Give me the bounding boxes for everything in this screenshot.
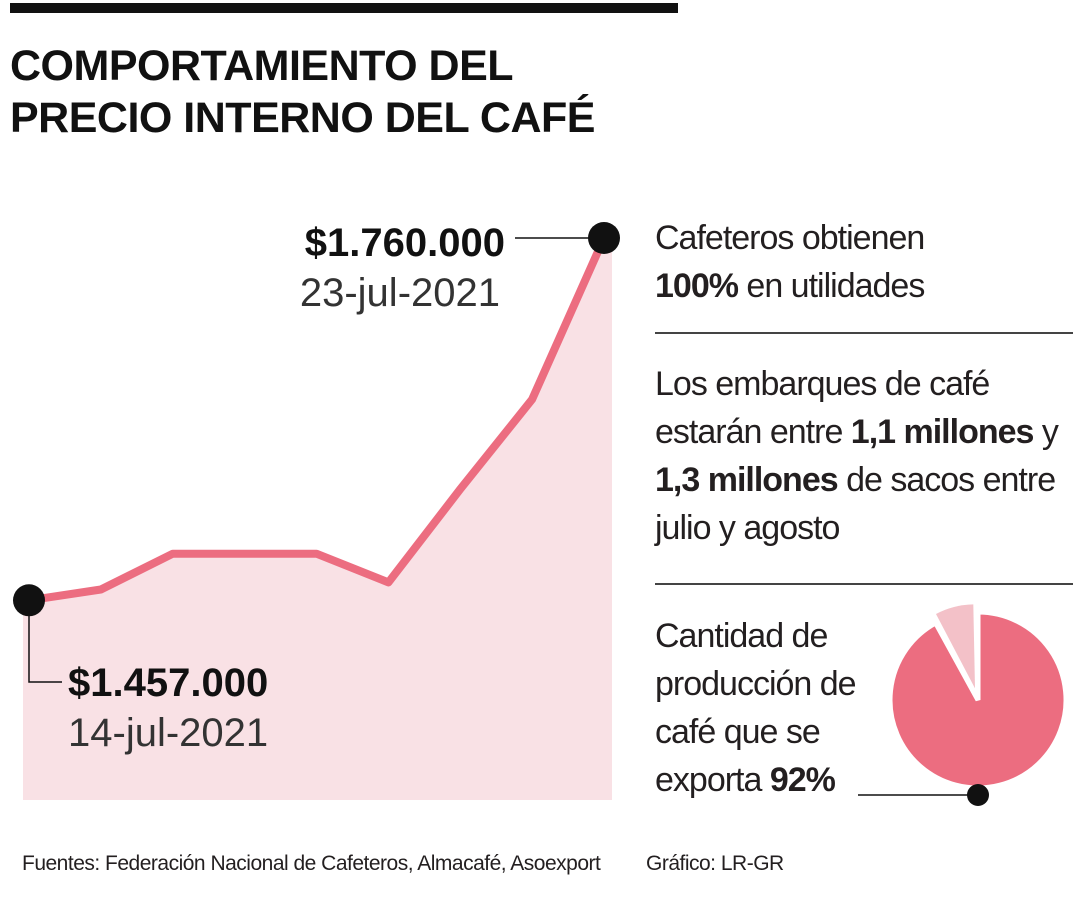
divider-1 (655, 332, 1073, 334)
fact3-text: Cantidad de producción de café que se ex… (655, 617, 857, 799)
fact2-value-1: 1,1 millones (850, 413, 1035, 451)
chart-title: COMPORTAMIENTO DEL PRECIO INTERNO DEL CA… (10, 40, 690, 144)
end-value-label: $1.760.000 (305, 221, 505, 265)
fact3-value: 92% (769, 761, 836, 799)
price-line (25, 234, 608, 605)
pie-slice-export (887, 609, 1069, 791)
end-point-marker (588, 222, 620, 254)
leader-line-start (28, 600, 62, 683)
end-date-label: 23-jul-2021 (300, 271, 500, 315)
fact2-text-a: Los embarques de café estarán entre (655, 365, 990, 451)
fact-utilidades: Cafeteros obtienen 100% en utilidades (655, 214, 1075, 310)
fact1-text: Cafeteros obtienen (655, 219, 925, 257)
fact2-text-c: de sacos entre julio y agosto (655, 461, 1056, 547)
fact1-text-end: en utilidades (737, 267, 925, 305)
title-line-2: PRECIO INTERNO DEL CAFÉ (10, 94, 595, 142)
divider-2 (655, 583, 1073, 585)
fact-embarques: Los embarques de café estarán entre 1,1 … (655, 360, 1080, 552)
fact-exportacion: Cantidad de producción de café que se ex… (655, 612, 885, 804)
area-fill (23, 238, 612, 800)
start-value-label: $1.457.000 (68, 661, 268, 705)
pie-slice-other (936, 604, 975, 689)
start-date-label: 14-jul-2021 (68, 711, 268, 755)
graphic-credit: Gráfico: LR-GR (646, 852, 784, 875)
sources-note: Fuentes: Federación Nacional de Cafetero… (22, 852, 601, 875)
start-point-marker (13, 584, 45, 617)
title-line-1: COMPORTAMIENTO DEL (10, 42, 514, 90)
top-rule (10, 3, 678, 13)
fact2-text-b: y (1033, 413, 1059, 451)
fact1-value: 100% (655, 267, 739, 305)
fact2-value-2: 1,3 millones (655, 461, 839, 499)
export-pie-chart (887, 604, 1069, 791)
pie-marker (967, 784, 989, 806)
